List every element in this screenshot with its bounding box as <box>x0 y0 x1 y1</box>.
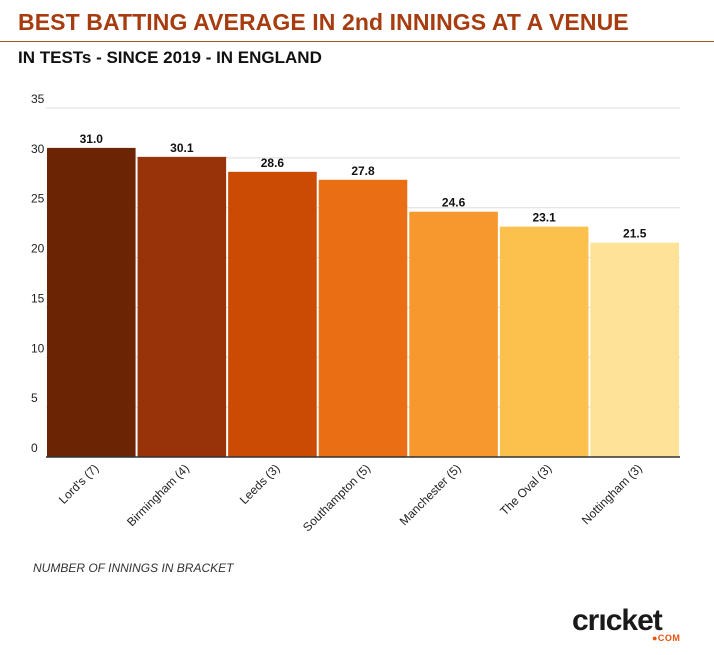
y-tick-label: 15 <box>31 291 45 305</box>
x-tick-label: Lord's (7) <box>56 461 101 506</box>
cricket-com-logo: crıcket ●COM <box>572 604 692 644</box>
bar-value-label: 30.1 <box>170 141 194 155</box>
bar <box>499 226 589 457</box>
y-tick-label: 10 <box>31 341 45 355</box>
x-tick-label: Leeds (3) <box>237 461 283 507</box>
y-tick-label: 30 <box>31 142 45 156</box>
x-tick-label: Southampton (5) <box>300 461 373 534</box>
logo-domain: ●COM <box>652 633 681 643</box>
bar <box>590 242 679 457</box>
y-tick-label: 0 <box>31 441 38 455</box>
chart-title: BEST BATTING AVERAGE IN 2nd INNINGS AT A… <box>18 9 629 35</box>
bar <box>137 156 227 458</box>
y-tick-label: 35 <box>31 92 45 106</box>
title-divider <box>0 41 714 42</box>
bar-value-label: 27.8 <box>351 164 375 178</box>
chart-subtitle: IN TESTs - SINCE 2019 - IN ENGLAND <box>18 48 322 67</box>
bar-chart: 0 5 10 15 20 25 30 35 31.0 Lord's (7) 30.1 Birmingh… <box>31 92 680 534</box>
bar <box>318 179 408 457</box>
logo-wordmark: crıcket <box>572 604 663 637</box>
bar <box>47 147 136 457</box>
y-tick-label: 5 <box>31 391 38 405</box>
bar-value-label: 28.6 <box>261 156 285 170</box>
bar <box>228 171 317 457</box>
bar-value-label: 21.5 <box>623 227 647 241</box>
y-tick-label: 25 <box>31 192 45 206</box>
bar <box>409 211 498 457</box>
x-tick-label: Birmingham (4) <box>124 461 192 529</box>
bar-value-label: 31.0 <box>80 132 104 146</box>
bar-value-label: 24.6 <box>442 196 466 210</box>
bar-value-label: 23.1 <box>532 211 556 225</box>
x-tick-label: The Oval (3) <box>497 461 554 518</box>
x-tick-label: Nottingham (3) <box>579 461 645 527</box>
x-tick-label: Manchester (5) <box>397 461 464 528</box>
y-tick-label: 20 <box>31 242 45 256</box>
footnote: NUMBER OF INNINGS IN BRACKET <box>33 561 234 575</box>
